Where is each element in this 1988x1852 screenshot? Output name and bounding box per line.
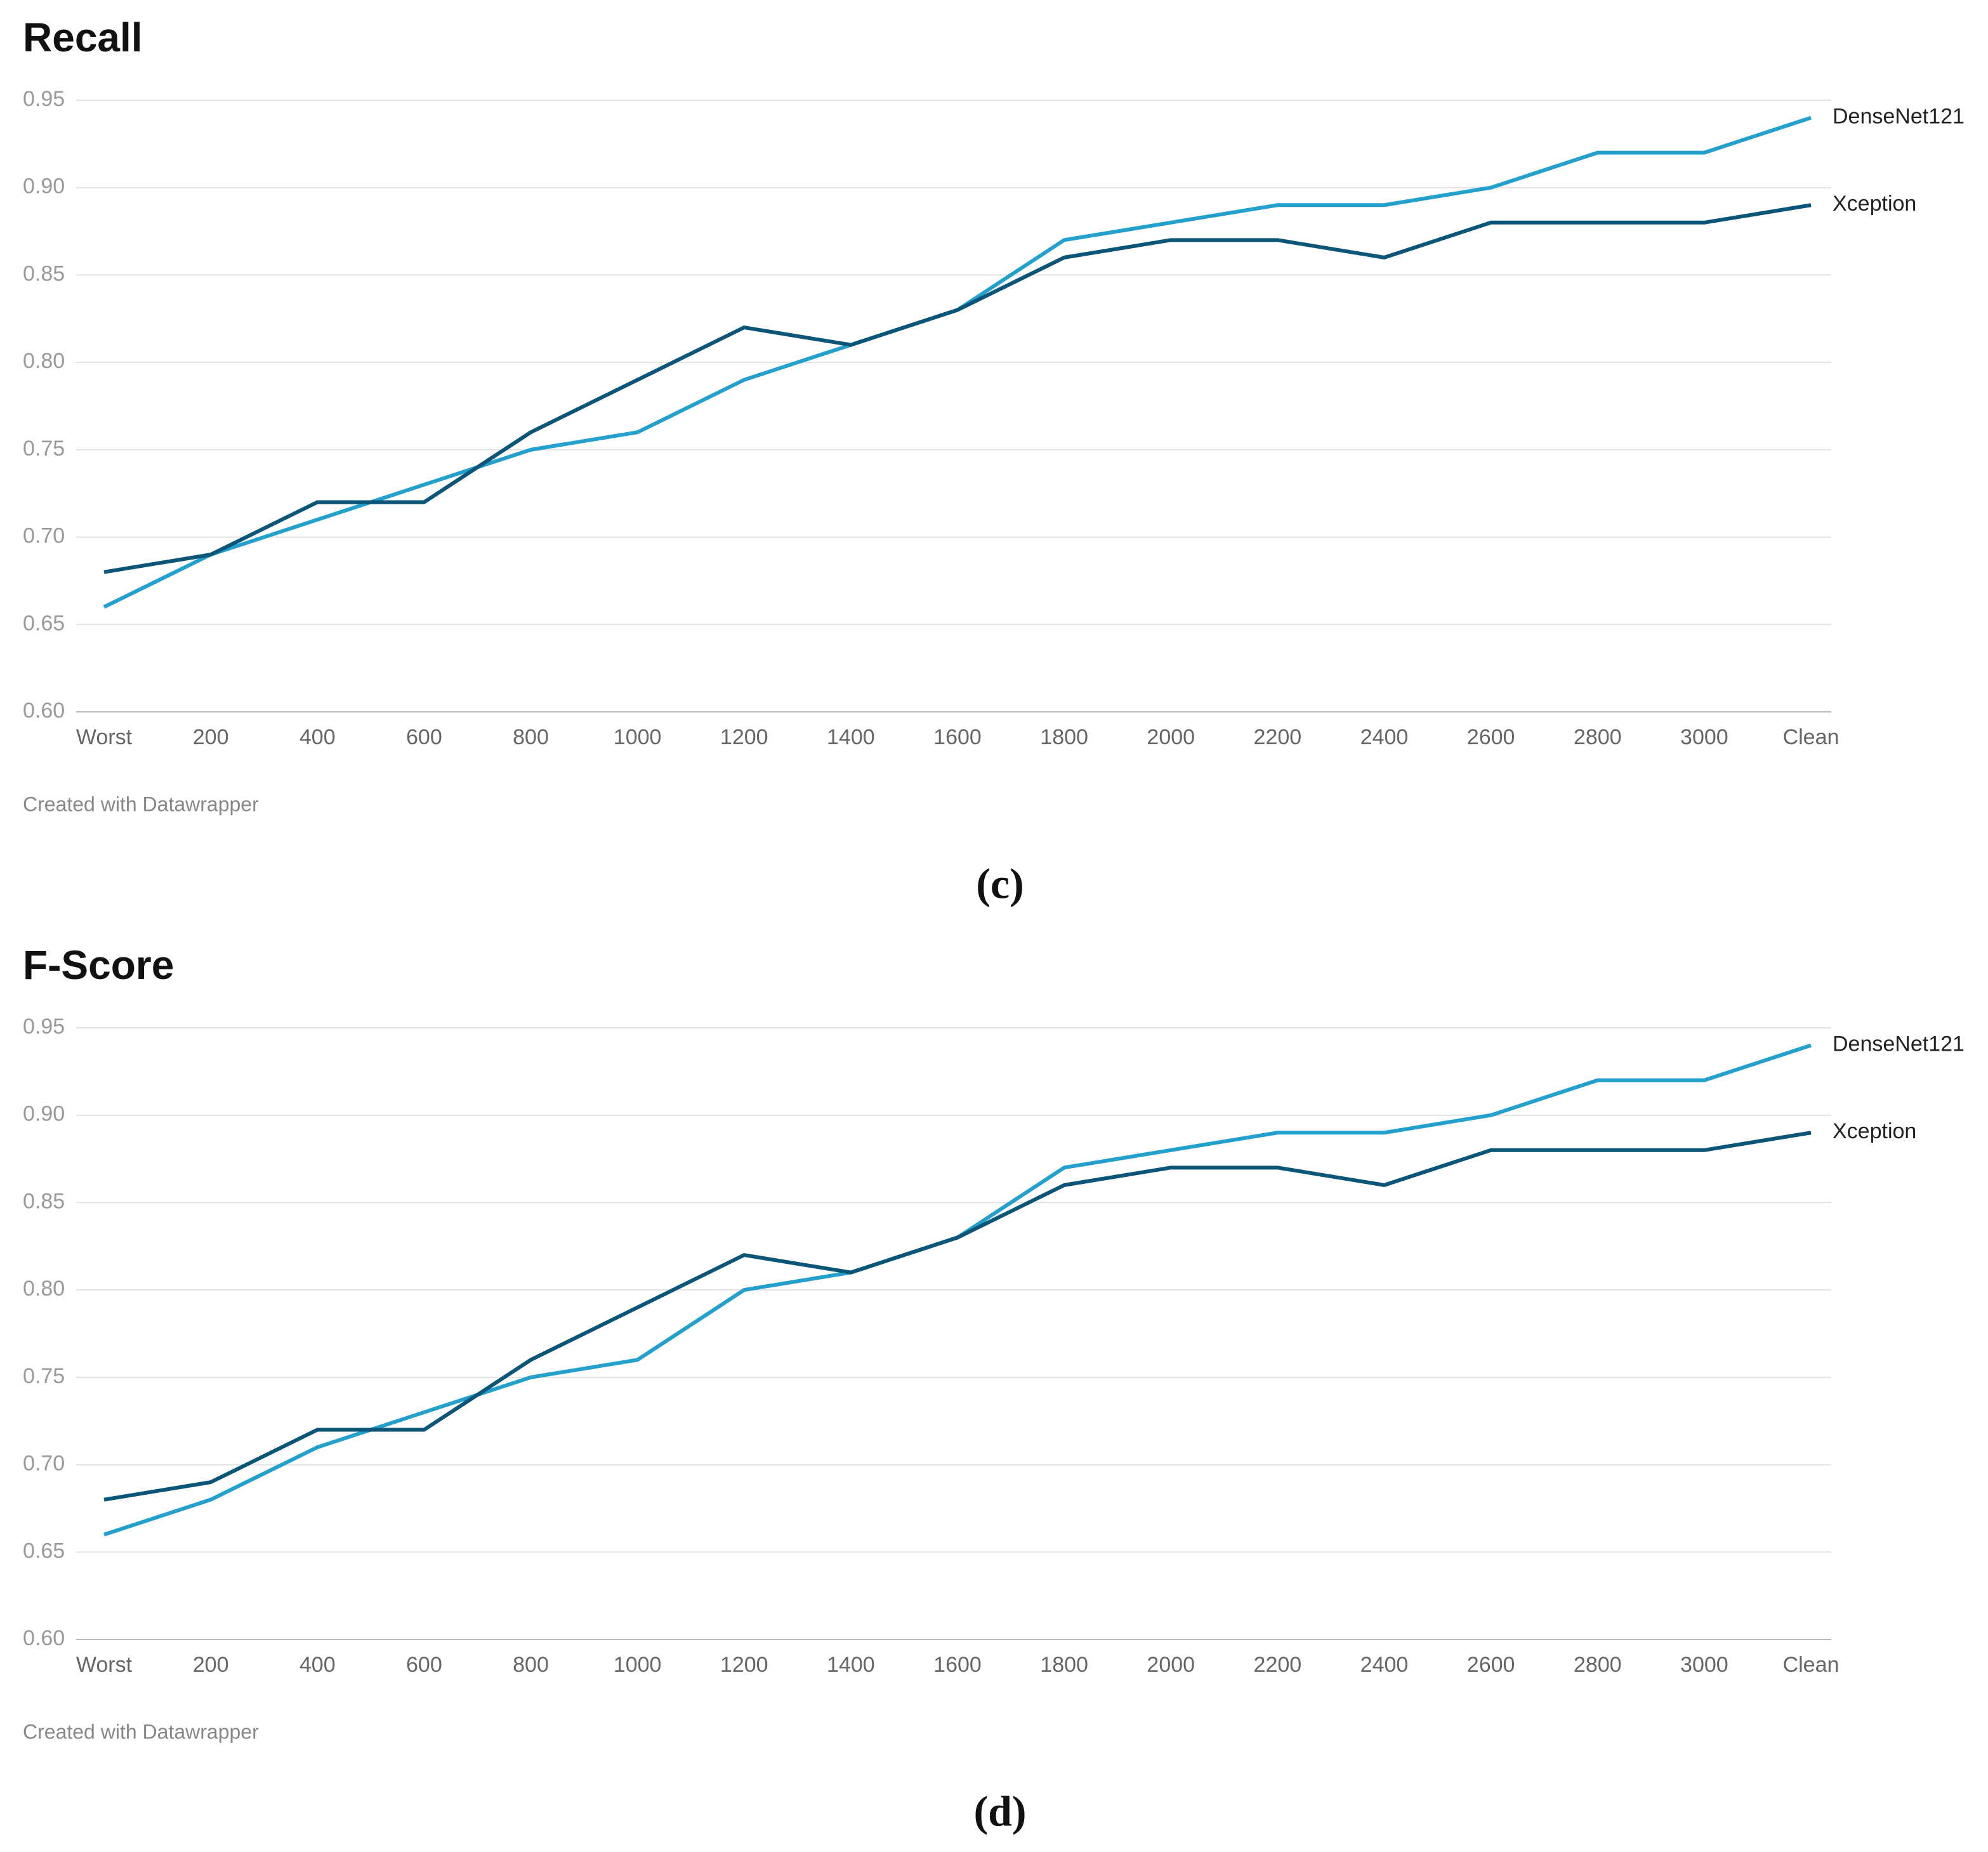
x-tick-label: Worst (76, 725, 133, 749)
series-label: DenseNet121 (1833, 1032, 1965, 1056)
y-tick-label: 0.70 (23, 1452, 65, 1476)
y-tick-label: 0.60 (23, 1626, 65, 1650)
x-tick-label: 2400 (1360, 1653, 1409, 1677)
x-tick-label: Clean (1783, 725, 1840, 749)
x-tick-label: 1600 (933, 725, 982, 749)
x-tick-label: Worst (76, 1653, 133, 1677)
y-tick-label: 0.95 (23, 87, 65, 111)
y-tick-label: 0.75 (23, 1364, 65, 1388)
x-tick-label: 2600 (1467, 725, 1515, 749)
panel-label: (d) (973, 1787, 1026, 1836)
x-tick-label: 200 (193, 1653, 229, 1677)
x-tick-label: 3000 (1680, 1653, 1728, 1677)
chart-title: Recall (23, 15, 143, 60)
x-tick-label: 2200 (1254, 725, 1302, 749)
y-tick-label: 0.95 (23, 1015, 65, 1039)
y-tick-label: 0.65 (23, 611, 65, 635)
x-tick-label: 400 (300, 1653, 336, 1677)
y-tick-label: 0.80 (23, 349, 65, 373)
x-tick-label: 3000 (1680, 725, 1728, 749)
x-tick-label: 2800 (1574, 725, 1622, 749)
x-tick-label: 1400 (827, 1653, 875, 1677)
x-tick-label: 1800 (1040, 1653, 1088, 1677)
x-tick-label: 2800 (1574, 1653, 1622, 1677)
line-series (103, 203, 1812, 574)
x-tick-label: 2000 (1147, 1653, 1195, 1677)
x-tick-label: 2600 (1467, 1653, 1515, 1677)
x-tick-label: 2400 (1360, 725, 1409, 749)
x-tick-label: 1200 (720, 725, 768, 749)
x-tick-label: 1000 (614, 1653, 662, 1677)
x-tick-label: Clean (1783, 1653, 1840, 1677)
source-note: Created with Datawrapper (23, 1720, 259, 1743)
chart-title: F-Score (23, 942, 174, 988)
series-label: Xception (1833, 192, 1916, 216)
series-label: DenseNet121 (1833, 105, 1965, 129)
panel-label: (c) (976, 860, 1024, 908)
y-tick-label: 0.85 (23, 261, 65, 286)
line-series (103, 1131, 1812, 1502)
x-tick-label: 2000 (1147, 725, 1195, 749)
x-tick-label: 200 (193, 725, 229, 749)
y-tick-label: 0.85 (23, 1189, 65, 1213)
x-tick-label: 600 (406, 725, 442, 749)
y-tick-label: 0.70 (23, 524, 65, 548)
x-tick-label: 1400 (827, 725, 875, 749)
x-tick-label: 1000 (614, 725, 662, 749)
y-tick-label: 0.65 (23, 1539, 65, 1563)
x-tick-label: 400 (300, 725, 336, 749)
y-tick-label: 0.75 (23, 437, 65, 461)
series-label: Xception (1833, 1119, 1916, 1143)
x-tick-label: 2200 (1254, 1653, 1302, 1677)
x-tick-label: 1800 (1040, 725, 1088, 749)
x-tick-label: 1600 (933, 1653, 982, 1677)
y-tick-label: 0.90 (23, 1102, 65, 1126)
x-tick-label: 600 (406, 1653, 442, 1677)
y-tick-label: 0.90 (23, 174, 65, 199)
source-note: Created with Datawrapper (23, 792, 259, 815)
y-tick-label: 0.80 (23, 1277, 65, 1301)
y-tick-label: 0.60 (23, 699, 65, 723)
x-tick-label: 800 (513, 1653, 549, 1677)
x-tick-label: 1200 (720, 1653, 768, 1677)
x-tick-label: 800 (513, 725, 549, 749)
